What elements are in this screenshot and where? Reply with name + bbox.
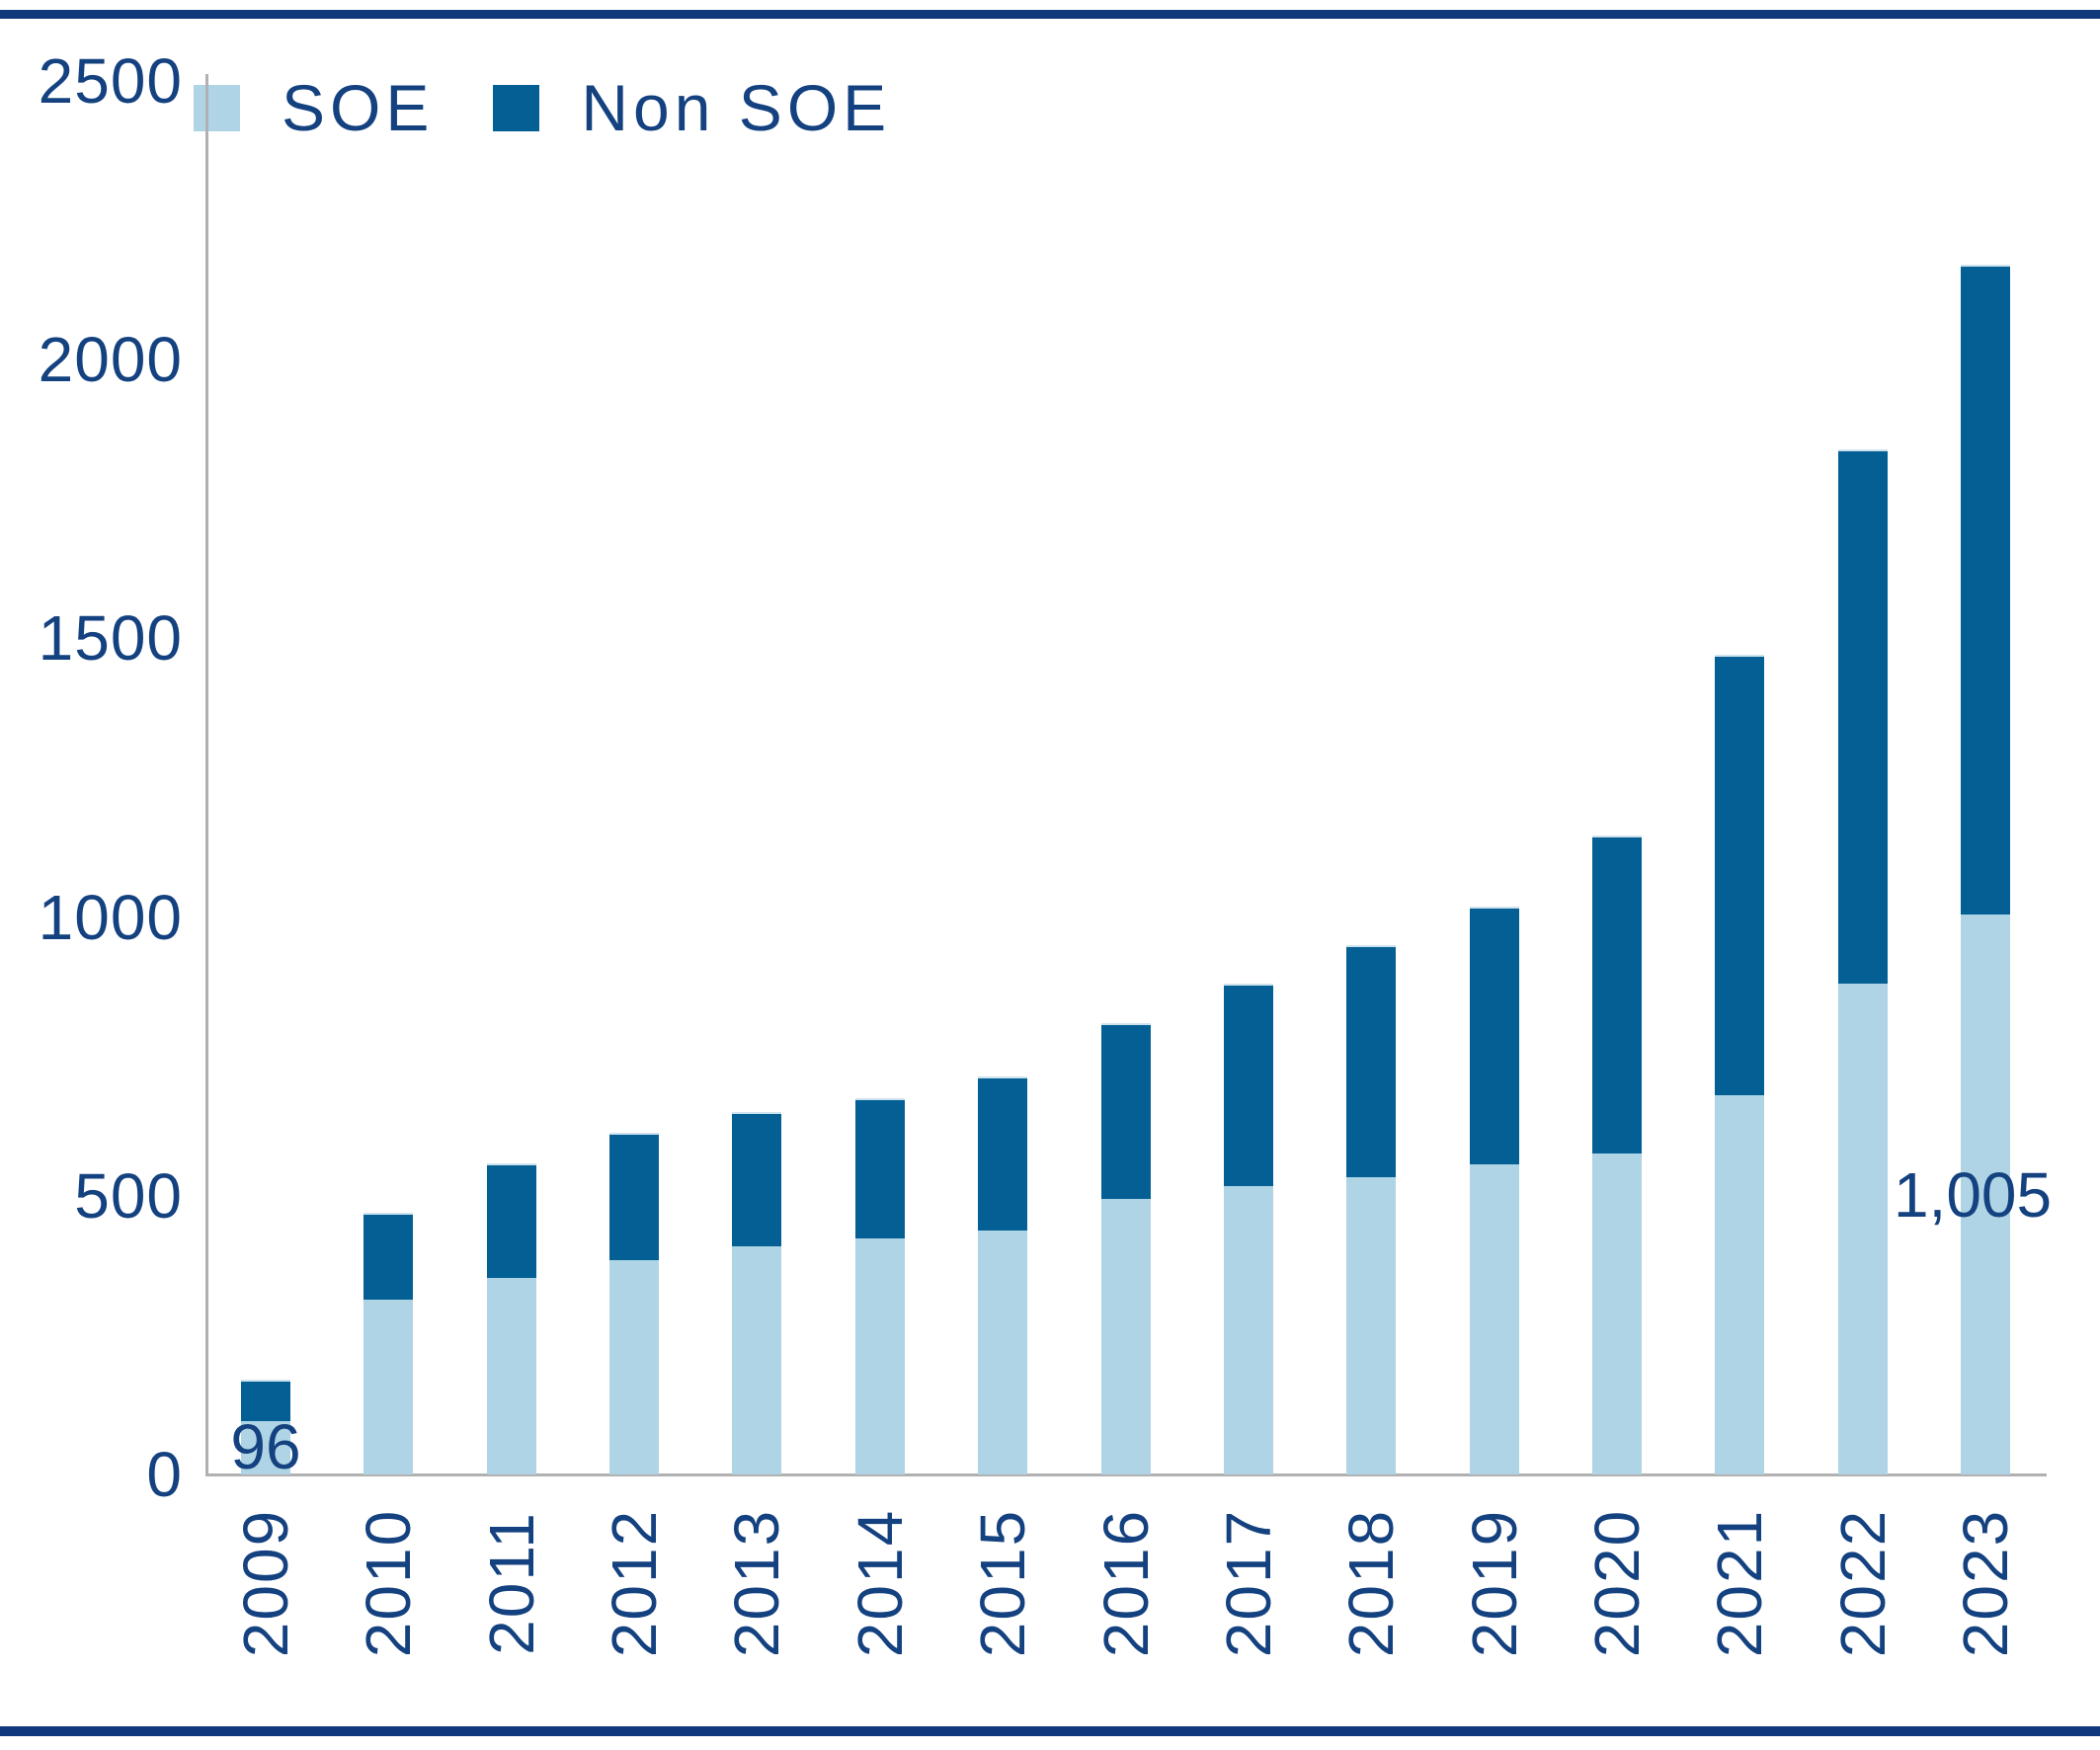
x-axis-label-2020: 2020	[1580, 1508, 1653, 1658]
bar-segment-non-soe-2023	[1961, 265, 2010, 915]
x-axis-label-2022: 2022	[1826, 1508, 1898, 1658]
top-border-line	[0, 10, 2100, 19]
x-axis-label-2019: 2019	[1458, 1508, 1530, 1658]
bar-segment-non-soe-2022	[1838, 449, 1888, 984]
y-axis-line	[205, 74, 208, 1475]
x-axis-label-2010: 2010	[353, 1508, 425, 1658]
bar-segment-soe-2011	[487, 1278, 536, 1474]
x-axis-label-2013: 2013	[721, 1508, 793, 1658]
non-soe-swatch-icon	[493, 84, 540, 131]
legend-label-soe: SOE	[282, 71, 435, 144]
bar-segment-soe-2014	[855, 1238, 905, 1474]
bar-segment-non-soe-2010	[363, 1213, 413, 1300]
bar-segment-non-soe-2013	[732, 1112, 781, 1246]
y-axis-tick-label: 0	[146, 1439, 183, 1510]
y-axis-tick-label: 1000	[38, 881, 183, 953]
x-axis-line	[205, 1473, 2047, 1476]
bar-segment-soe-2021	[1715, 1095, 1764, 1474]
x-axis-label-2016: 2016	[1090, 1508, 1162, 1658]
x-axis-label-2012: 2012	[599, 1508, 671, 1658]
x-axis-label-2014: 2014	[844, 1508, 916, 1658]
bar-segment-soe-2018	[1346, 1177, 1396, 1474]
legend-item-soe: SOE	[194, 75, 434, 140]
x-axis-label-2023: 2023	[1950, 1508, 2022, 1658]
bar-segment-non-soe-2021	[1715, 655, 1764, 1095]
y-axis-tick-label: 2000	[38, 324, 183, 396]
legend-label-non-soe: Non SOE	[581, 71, 892, 144]
bar-segment-non-soe-2012	[609, 1133, 659, 1260]
bar-segment-non-soe-2018	[1346, 945, 1396, 1177]
x-axis-label-2017: 2017	[1212, 1508, 1284, 1658]
bar-segment-soe-2022	[1838, 984, 1888, 1474]
bar-segment-non-soe-2011	[487, 1163, 536, 1278]
bar-segment-non-soe-2017	[1224, 984, 1273, 1186]
bar-segment-non-soe-2009	[241, 1380, 290, 1421]
bar-segment-non-soe-2019	[1470, 907, 1519, 1164]
x-axis-label-2021: 2021	[1704, 1508, 1776, 1658]
bar-segment-soe-2020	[1592, 1153, 1642, 1474]
y-axis-tick-label: 500	[74, 1159, 183, 1232]
soe-swatch-icon	[194, 84, 240, 131]
bottom-border-line	[0, 1726, 2100, 1736]
bar-segment-non-soe-2016	[1101, 1023, 1151, 1199]
x-axis-label-2015: 2015	[967, 1508, 1039, 1658]
bar-segment-soe-2013	[732, 1246, 781, 1474]
bar-segment-soe-2012	[609, 1260, 659, 1474]
data-label-soe-2023: 1,005	[1893, 1158, 2053, 1231]
bar-segment-soe-2023	[1961, 915, 2010, 1474]
chart-legend: SOE Non SOE	[194, 75, 891, 140]
y-axis-tick-label: 2500	[38, 45, 183, 117]
x-axis-label-2018: 2018	[1335, 1508, 1408, 1658]
bar-segment-non-soe-2015	[978, 1076, 1027, 1231]
x-axis-label-2009: 2009	[230, 1508, 301, 1658]
bar-segment-soe-2016	[1101, 1199, 1151, 1474]
bar-segment-non-soe-2014	[855, 1098, 905, 1238]
bar-segment-soe-2017	[1224, 1186, 1273, 1474]
x-axis-label-2011: 2011	[475, 1511, 547, 1655]
bar-segment-soe-2019	[1470, 1164, 1519, 1474]
legend-item-non-soe: Non SOE	[493, 75, 891, 140]
data-label-soe-2009: 96	[230, 1411, 301, 1482]
bar-segment-non-soe-2020	[1592, 835, 1642, 1153]
bar-segment-soe-2010	[363, 1300, 413, 1474]
y-axis-tick-label: 1500	[38, 602, 183, 675]
bar-segment-soe-2015	[978, 1231, 1027, 1474]
bar-segment-soe-2009	[241, 1421, 290, 1474]
